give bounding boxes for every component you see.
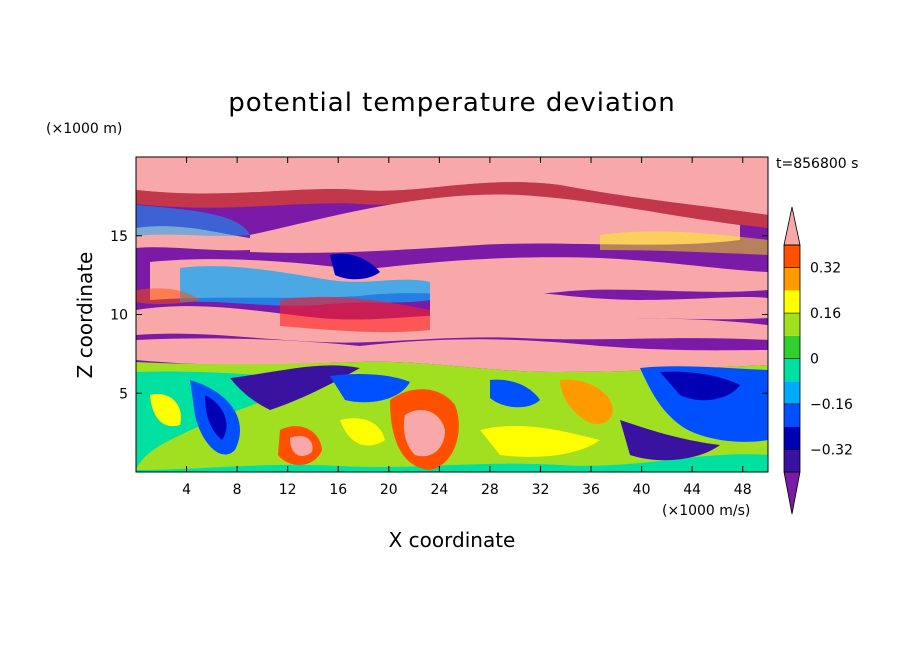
y-tick-label: 10: [110, 308, 128, 324]
x-tick-label: 28: [481, 482, 499, 498]
colorbar-segment: [784, 335, 800, 359]
x-tick-label: 32: [532, 482, 550, 498]
colorbar-extend-low: [783, 471, 801, 515]
y-tick-label: 15: [110, 229, 128, 245]
x-tick-label: 36: [582, 482, 600, 498]
colorbar-segment: [784, 290, 800, 314]
temperature-field: [136, 157, 768, 472]
colorbar-segment: [784, 449, 800, 472]
x-tick-label: 16: [329, 482, 347, 498]
y-tick-label: 5: [119, 386, 128, 402]
colorbar-segment: [784, 313, 800, 336]
colorbar-segment: [784, 245, 800, 268]
colorbar-segment: [784, 358, 800, 382]
time-label: t=856800 s: [776, 156, 859, 172]
chart-title: potential temperature deviation: [228, 88, 676, 118]
colorbar-segment: [784, 426, 800, 450]
colorbar-tick-label: 0.32: [810, 261, 841, 277]
colorbar-tick-label: −0.32: [810, 442, 853, 458]
x-tick-label: 8: [233, 482, 242, 498]
colorbar-segment: [784, 403, 800, 427]
y-unit-label: (×1000 m): [46, 121, 123, 137]
x-tick-label: 44: [683, 482, 701, 498]
colorbar-tick-label: 0.16: [810, 306, 841, 322]
colorbar-extend-high: [783, 206, 801, 246]
x-tick-label: 24: [430, 482, 448, 498]
colorbar-tick-label: 0: [810, 352, 819, 368]
x-axis-label: X coordinate: [388, 528, 516, 552]
colorbar-tick-label: −0.16: [810, 397, 853, 413]
y-axis: 5 10 15: [110, 229, 768, 402]
x-tick-label: 12: [279, 482, 297, 498]
colorbar: 0.32 0.16 0 −0.16 −0.32: [783, 206, 853, 515]
x-tick-label: 48: [734, 482, 752, 498]
x-tick-label: 4: [182, 482, 191, 498]
colorbar-segment: [784, 381, 800, 404]
colorbar-segment: [784, 267, 800, 291]
x-axis: 4 8 12 16 20 24 28 32 36 40 44 48: [182, 157, 752, 498]
x-unit-label: (×1000 m/s): [662, 503, 751, 519]
x-tick-label: 20: [380, 482, 398, 498]
x-tick-label: 40: [633, 482, 651, 498]
